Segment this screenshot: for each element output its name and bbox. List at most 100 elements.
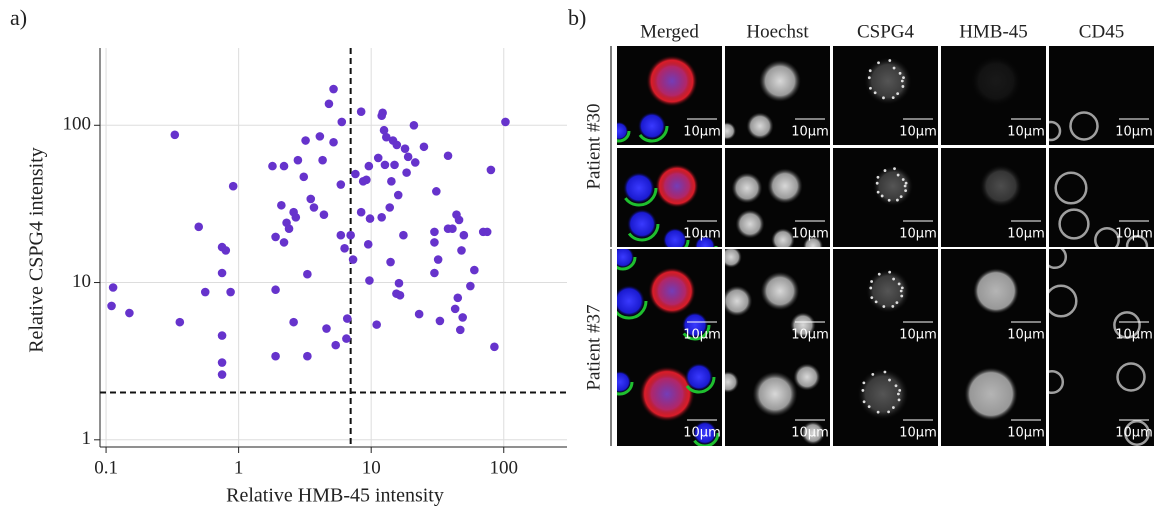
image-cell: 10μm <box>617 249 722 348</box>
image-cell: 10μm <box>725 347 830 446</box>
point <box>419 142 429 152</box>
nucleus <box>622 171 656 205</box>
point <box>284 224 294 233</box>
speckle <box>897 392 900 396</box>
cd45-ring <box>690 418 720 446</box>
point <box>351 169 360 179</box>
nucleus <box>752 371 798 417</box>
nucleus <box>725 371 739 393</box>
cd45-ring <box>1113 311 1141 339</box>
point <box>107 301 116 311</box>
point <box>443 151 453 161</box>
point <box>362 175 371 185</box>
image-cell: 10μm <box>833 249 938 348</box>
nucleus <box>759 60 801 102</box>
point <box>450 304 460 314</box>
scale-bar-label: 10μm <box>899 125 936 140</box>
point <box>322 324 331 333</box>
point <box>466 281 475 291</box>
point <box>356 207 366 217</box>
point <box>175 317 185 327</box>
speckle <box>870 296 874 300</box>
image-cell: 10μm <box>941 148 1046 247</box>
point <box>268 161 277 171</box>
point <box>395 290 405 300</box>
speckle <box>888 270 892 274</box>
point <box>458 313 467 322</box>
speckle <box>883 169 887 172</box>
speckle <box>892 277 895 281</box>
speckle <box>891 96 895 100</box>
speckle <box>904 189 908 193</box>
speckle <box>867 76 871 80</box>
image-cell: 10μm <box>941 249 1046 348</box>
point <box>433 255 443 264</box>
y-tick-label: 10 <box>72 271 91 292</box>
nucleus <box>617 284 646 318</box>
hmb45-stain <box>973 268 1019 314</box>
hmb45-stain <box>980 165 1022 207</box>
speckle <box>871 372 875 376</box>
nucleus <box>760 271 800 311</box>
patient-label: Patient #30 <box>583 103 604 189</box>
point <box>291 212 301 222</box>
point <box>392 140 402 150</box>
nucleus <box>626 208 658 240</box>
column-header: Hoechst <box>746 21 809 42</box>
point <box>329 84 338 94</box>
image-cell: 10μm <box>725 249 830 348</box>
nucleus <box>692 420 718 446</box>
cd45-ring <box>617 368 634 396</box>
point <box>108 283 118 292</box>
point <box>414 309 424 319</box>
image-cell: 10μm <box>941 46 1046 145</box>
speckle <box>902 76 905 80</box>
point <box>306 194 316 204</box>
point <box>226 287 235 297</box>
cd45-ring <box>620 169 658 207</box>
nucleus <box>801 421 825 445</box>
tumor-stain <box>639 366 695 422</box>
speckle <box>887 410 891 414</box>
scale-bar-label: 10μm <box>791 328 828 343</box>
speckle <box>877 61 880 65</box>
patient-label: Patient #37 <box>583 304 604 390</box>
point <box>399 230 408 240</box>
point <box>337 117 347 127</box>
point <box>342 314 352 323</box>
nucleus <box>731 172 763 204</box>
point <box>329 137 338 147</box>
point <box>402 168 411 177</box>
point <box>373 153 383 163</box>
point <box>303 351 312 361</box>
cspg4-stain <box>864 57 912 105</box>
cd45-ring <box>1069 111 1099 141</box>
speckle <box>874 300 878 304</box>
y-axis-title: Relative CSPG4 intensity <box>26 147 48 353</box>
column-header: HMB-45 <box>959 21 1028 42</box>
speckle <box>899 289 903 293</box>
speckle <box>869 86 872 90</box>
point <box>279 238 289 247</box>
speckle <box>892 66 896 70</box>
nucleus <box>725 122 736 140</box>
speckle <box>900 79 904 83</box>
point <box>448 224 457 233</box>
speckle <box>903 184 907 188</box>
point <box>453 293 463 303</box>
point <box>486 165 496 175</box>
column-header: Merged <box>640 21 699 42</box>
point <box>299 172 309 182</box>
x-axis-title: Relative HMB-45 intensity <box>226 485 444 507</box>
speckle <box>861 389 865 392</box>
speckle <box>882 305 886 308</box>
point <box>303 269 312 279</box>
tumor-stain <box>648 267 696 315</box>
image-cell: 10μm <box>617 148 722 247</box>
speckle <box>883 370 887 374</box>
nucleus <box>725 285 753 317</box>
point <box>501 117 510 127</box>
point <box>365 214 375 223</box>
speckle <box>891 406 895 409</box>
